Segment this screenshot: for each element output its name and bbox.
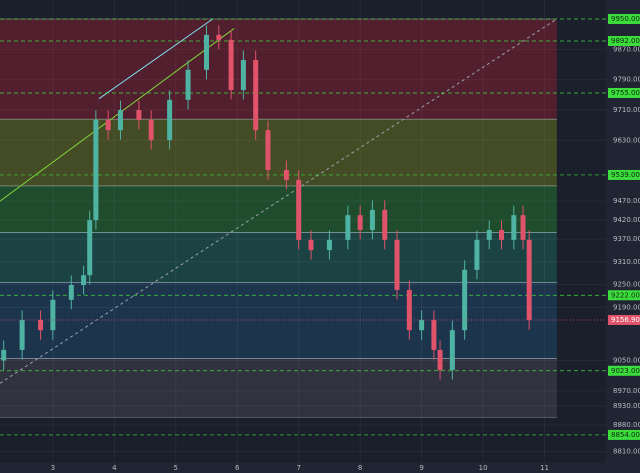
y-tick-label: 8930.00 [613,402,640,410]
y-tick-label: 9630.00 [613,136,640,144]
candle-body [50,299,56,331]
candle-body [228,39,234,90]
candle-body [526,239,532,320]
price-axis-panel [606,0,640,473]
y-tick-label: 9470.00 [613,197,640,205]
time-axis-panel [0,463,606,473]
candle-body [419,319,425,331]
candle-body [117,110,123,131]
x-tick-label: 4 [112,464,117,472]
y-tick-label: 9190.00 [613,303,640,311]
level-tag [608,35,640,46]
level-tag [608,87,640,98]
y-tick-label: 9790.00 [613,76,640,84]
y-tick-label: 9250.00 [613,281,640,289]
level-tag-label: 9950.00 [611,15,640,23]
trendline [0,18,558,384]
candle-body [520,215,526,240]
y-tick-label: 8880.00 [613,421,640,429]
fib-zone [0,358,557,418]
x-tick-label: 9 [419,464,423,472]
level-tag [608,365,640,376]
candle-body [462,269,468,331]
candle-body [253,59,259,131]
candle-body [68,285,74,300]
candle-body [296,179,302,240]
candle-body [486,229,492,240]
candle-body [136,110,142,120]
candle-body [308,239,314,251]
level-tag-label: 9222.00 [611,291,640,299]
candle-body [1,349,7,361]
x-tick-label: 10 [479,464,488,472]
candle-body [38,319,44,331]
candle-body [449,330,455,371]
candle-body [511,215,517,240]
y-tick-label: 9050.00 [613,357,640,365]
level-tag-label: 9539.00 [611,171,640,179]
level-tag-label: 9023.00 [611,367,640,375]
candle-body [81,275,87,286]
level-tag [608,429,640,440]
candle-body [265,130,271,171]
candle-body [148,119,154,141]
level-tag-label: 9892.00 [611,37,640,45]
level-tag [608,169,640,180]
candle-body [345,215,351,240]
last-price-label: 9156.90 [611,316,640,324]
candle-body [87,220,93,276]
fib-zone [0,119,557,186]
y-tick-label: 9310.00 [613,258,640,266]
level-tag [608,13,640,24]
plot-background [0,0,606,463]
x-tick-label: 8 [358,464,362,472]
last-price-tag [608,314,640,325]
candle-body [283,170,289,180]
candle-body [406,289,412,331]
level-tag [608,290,640,301]
candle-body [369,209,375,230]
candle-body [240,59,246,90]
candle-body [185,69,191,100]
candle-body [19,319,25,350]
level-tag-label: 8854.00 [611,431,640,439]
candle-body [167,99,173,141]
candle-body [499,229,505,240]
y-tick-label: 8810.00 [613,448,640,456]
level-tag-label: 9755.00 [611,89,640,97]
y-tick-label: 9710.00 [613,106,640,114]
candle-body [326,239,332,251]
candle-body [382,209,388,240]
candle-body [105,119,111,131]
x-tick-label: 3 [51,464,55,472]
x-tick-label: 6 [235,464,240,472]
candle-body [394,239,400,290]
x-tick-label: 11 [540,464,549,472]
trendline [98,18,213,100]
y-tick-label: 9870.00 [613,45,640,53]
candle-body [437,349,443,371]
candle-body [216,34,222,40]
candle-body [357,215,363,230]
y-tick-label: 8970.00 [613,387,640,395]
x-tick-label: 7 [296,464,300,472]
y-tick-label: 9420.00 [613,216,640,224]
fib-zone [0,185,557,233]
y-tick-label: 9370.00 [613,235,640,243]
fib-zone [0,18,557,120]
candle-body [93,119,99,221]
candle-body [474,239,480,270]
candle-body [204,34,210,70]
trendline [0,28,235,202]
x-tick-label: 5 [174,464,178,472]
candle-body [431,319,437,350]
